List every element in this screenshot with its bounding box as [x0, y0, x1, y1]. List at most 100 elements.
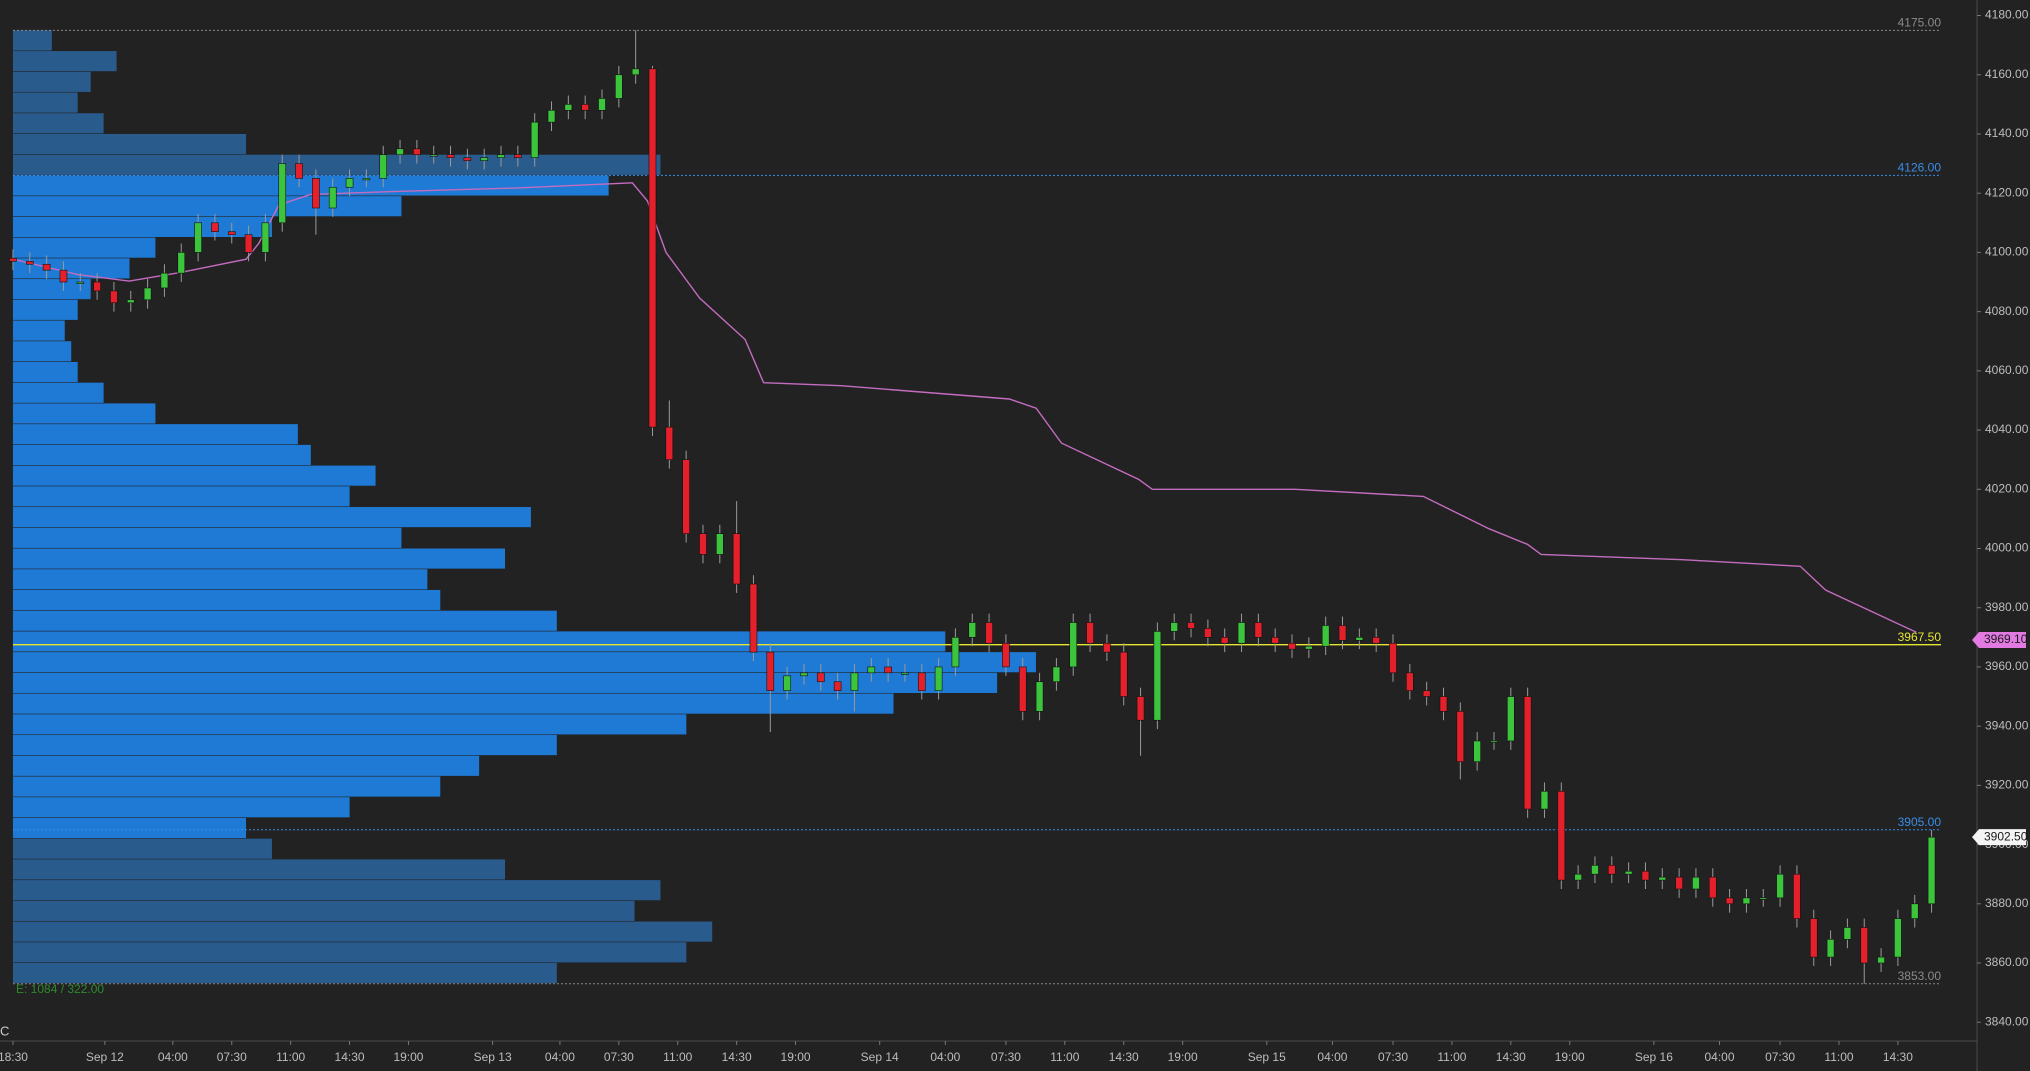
candle-body: [1692, 876, 1700, 890]
profile-bar: [12, 175, 609, 196]
candle-body: [463, 157, 472, 161]
candle-body: [446, 154, 455, 158]
candle-body: [1271, 637, 1279, 644]
candle-body: [1002, 642, 1010, 668]
x-tick-label: 19:00: [1168, 1050, 1198, 1064]
candle-body: [1220, 637, 1229, 644]
profile-bar: [12, 589, 441, 611]
candle-body: [1490, 740, 1498, 743]
candle-body: [1456, 711, 1465, 762]
candle-body: [1624, 870, 1633, 875]
y-tick-label: 4040.00: [1985, 422, 2029, 436]
candle-body: [1288, 642, 1296, 650]
profile-bar: [12, 196, 402, 217]
y-tick-label: 3860.00: [1985, 955, 2029, 969]
candle-body: [413, 148, 421, 156]
candle-body: [1759, 897, 1768, 900]
candle-body: [850, 672, 859, 691]
x-tick-label: 14:30: [1109, 1050, 1139, 1064]
candle-body: [800, 672, 808, 677]
y-tick-label: 4120.00: [1985, 185, 2029, 199]
x-tick-label: 19:00: [781, 1050, 811, 1064]
candle-body: [379, 154, 388, 179]
y-tick-label: 3980.00: [1985, 600, 2029, 614]
candle-body: [1877, 956, 1885, 964]
x-tick-label: 18:30: [0, 1050, 28, 1064]
candle-body: [749, 583, 758, 653]
candle-body: [1355, 637, 1364, 641]
candle-body: [648, 68, 657, 428]
candle-body: [160, 272, 169, 289]
candle-body: [1136, 696, 1145, 721]
candle-body: [1422, 690, 1431, 697]
candle-body: [1086, 622, 1094, 644]
x-tick-label: 04:00: [930, 1050, 960, 1064]
y-tick-label: 4140.00: [1985, 126, 2029, 140]
profile-bar: [12, 299, 78, 320]
profile-bar: [12, 569, 428, 590]
y-tick-label: 4020.00: [1985, 481, 2029, 495]
profile-bar: [12, 548, 506, 569]
footer-text: E: 1084 / 322.00: [16, 982, 104, 996]
profile-bar: [12, 216, 272, 238]
x-tick-label: 07:30: [604, 1050, 634, 1064]
profile-bar: [12, 403, 156, 424]
x-tick-label: 19:00: [1555, 1050, 1585, 1064]
profile-bar: [12, 507, 531, 528]
candle-body: [42, 263, 51, 271]
y-tick-label: 4060.00: [1985, 363, 2029, 377]
candle-body: [631, 68, 640, 76]
candle-body: [1372, 637, 1380, 644]
candle-body: [1607, 865, 1616, 875]
profile-bar: [12, 237, 156, 258]
candle-body: [598, 98, 606, 111]
x-tick-label: 11:00: [1437, 1050, 1466, 1064]
candle-body: [682, 459, 690, 534]
profile-bar: [12, 693, 894, 714]
profile-bar: [12, 527, 402, 548]
candle-body: [497, 154, 505, 158]
price-marker-label: 3902.50: [1984, 829, 2028, 843]
candle-body: [732, 533, 741, 585]
y-tick-label: 3960.00: [1985, 659, 2029, 673]
y-tick-label: 3920.00: [1985, 778, 2029, 792]
candle-body: [93, 281, 101, 292]
candle-body: [1035, 681, 1044, 712]
candle-body: [1119, 651, 1128, 697]
y-tick-label: 3940.00: [1985, 718, 2029, 732]
candle-body: [1305, 645, 1313, 650]
profile-bar: [12, 51, 117, 72]
profile-bar: [12, 382, 104, 403]
candle-body: [25, 260, 34, 265]
x-tick-label: 14:30: [722, 1050, 752, 1064]
x-tick-label: 04:00: [158, 1050, 188, 1064]
candle-body: [9, 258, 17, 262]
price-marker: [1972, 631, 2026, 648]
level-label: 3967.50: [1898, 630, 1942, 644]
candle-body: [1389, 642, 1397, 674]
profile-bar: [12, 279, 91, 300]
profile-bar: [12, 797, 350, 818]
level-label: 3853.00: [1898, 969, 1942, 983]
x-tick-label: 11:00: [1824, 1050, 1853, 1064]
profile-bar: [12, 880, 661, 901]
candle-body: [76, 281, 85, 284]
y-tick-label: 3880.00: [1985, 896, 2029, 910]
candle-body: [1776, 873, 1784, 899]
candle-body: [1742, 897, 1751, 905]
candle-body: [328, 186, 337, 209]
profile-bar: [12, 652, 1036, 673]
candle-body: [1540, 790, 1549, 810]
candle-body: [1725, 897, 1734, 905]
profile-bar: [12, 92, 78, 113]
x-tick-label: 04:00: [545, 1050, 575, 1064]
candle-body: [1103, 642, 1111, 653]
x-tick-label: 07:30: [217, 1050, 247, 1064]
x-tick-label: Sep 13: [474, 1050, 512, 1064]
profile-bar: [12, 113, 104, 134]
candle-body: [665, 426, 674, 460]
candle-body: [1860, 927, 1869, 964]
profile-bar: [12, 838, 272, 859]
candle-body: [278, 163, 287, 224]
